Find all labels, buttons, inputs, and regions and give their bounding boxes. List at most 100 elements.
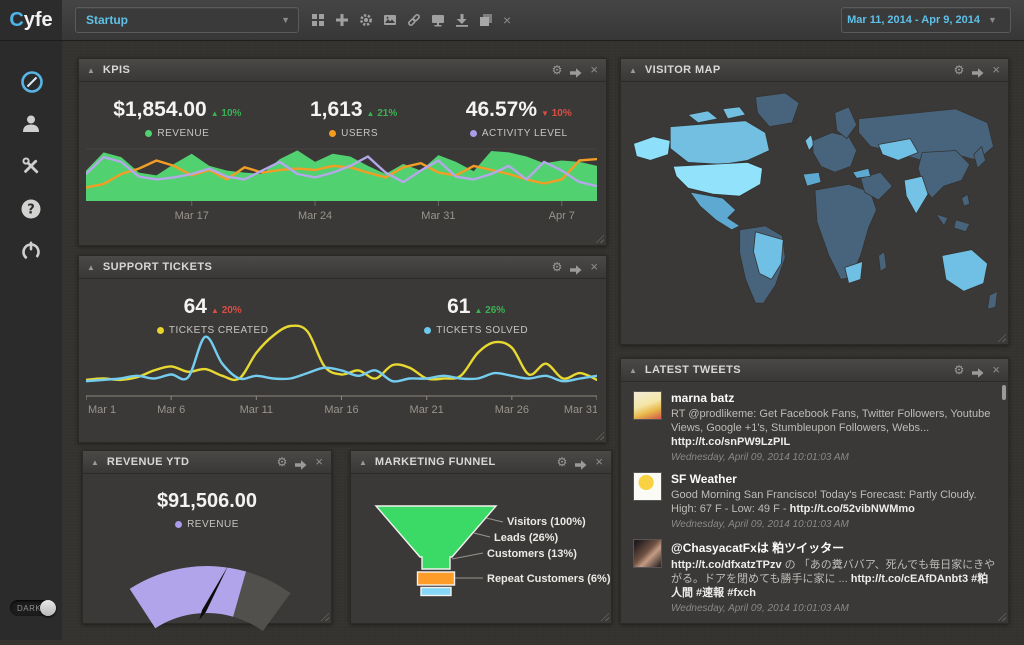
move-arrow-icon[interactable] xyxy=(295,457,307,470)
svg-text:Mar 26: Mar 26 xyxy=(495,404,529,416)
support-tickets-chart: Mar 1 Mar 6 Mar 11 Mar 16 Mar 21 Mar 26 Mar 31 xyxy=(84,318,599,423)
widget-title: KPIS xyxy=(102,64,131,76)
tweet-link[interactable]: http://t.co/52vibNWMmo xyxy=(789,503,915,515)
tweet-author[interactable]: marna batz xyxy=(671,391,735,405)
move-arrow-icon[interactable] xyxy=(570,65,582,78)
legend-dot xyxy=(424,327,432,334)
gear-icon[interactable] xyxy=(359,13,373,27)
resize-handle[interactable] xyxy=(996,332,1006,342)
svg-text:Visitors (100%): Visitors (100%) xyxy=(507,516,586,528)
tweet-item: @ChasyacatFxは 粕ツイッター http://t.co/dfxatzTP… xyxy=(633,539,996,614)
svg-text:Apr 7: Apr 7 xyxy=(549,210,575,222)
date-range-picker[interactable]: Mar 11, 2014 - Apr 9, 2014 ▼ xyxy=(841,7,1011,33)
stat-value: $1,854.00 xyxy=(113,98,207,121)
gear-icon[interactable]: ⚙ xyxy=(551,63,563,77)
chevron-down-icon: ▼ xyxy=(987,15,997,25)
monitor-icon[interactable] xyxy=(431,13,445,27)
tweet-avatar xyxy=(633,391,662,420)
tweet-author[interactable]: @ChasyacatFxは 粕ツイッター xyxy=(671,541,845,555)
tweet-link[interactable]: http://t.co/snPW9LzPIL xyxy=(671,436,791,448)
kpis-chart: Mar 17 Mar 24 Mar 31 Apr 7 xyxy=(85,143,598,246)
stat-value: 61 xyxy=(447,295,471,318)
continent-africa xyxy=(814,183,877,280)
cyfe-logo[interactable]: Cyfe xyxy=(0,0,62,40)
close-icon[interactable]: × xyxy=(503,12,512,28)
grid-icon[interactable] xyxy=(311,13,325,27)
collapse-icon[interactable]: ▲ xyxy=(87,262,95,272)
gear-icon[interactable]: ⚙ xyxy=(551,260,563,274)
gear-icon[interactable]: ⚙ xyxy=(556,455,568,469)
widget-marketing-funnel: ▲ MARKETING FUNNEL ⚙ × Visitors (100%) Lea… xyxy=(350,450,612,624)
resize-handle[interactable] xyxy=(599,611,609,621)
layers-icon[interactable] xyxy=(479,13,493,27)
stat-label: ACTIVITY LEVEL xyxy=(481,128,568,139)
move-arrow-icon[interactable] xyxy=(570,262,582,275)
country-canada xyxy=(669,120,770,165)
move-arrow-icon[interactable] xyxy=(972,365,984,378)
island-madagascar xyxy=(878,251,887,272)
download-icon[interactable] xyxy=(455,13,469,27)
plus-icon[interactable] xyxy=(335,13,349,27)
widget-kpis: ▲ KPIS ⚙ × $1,854.00 ▲ 10% REVENUE 1,613 ▲ … xyxy=(78,58,607,246)
country-spain xyxy=(802,171,822,187)
sidebar-item-tools[interactable] xyxy=(20,155,42,177)
country-mexico xyxy=(689,191,741,231)
image-icon[interactable] xyxy=(383,13,397,27)
continent-europe xyxy=(812,132,858,173)
trend-up-icon: ▲ xyxy=(474,306,483,315)
scrollbar-thumb[interactable] xyxy=(1002,385,1006,400)
toggle-knob[interactable] xyxy=(40,600,56,616)
close-icon[interactable]: × xyxy=(595,454,603,469)
legend-dot xyxy=(156,327,164,334)
move-arrow-icon[interactable] xyxy=(575,457,587,470)
country-south-africa xyxy=(844,261,863,284)
collapse-icon[interactable]: ▲ xyxy=(359,457,367,467)
tweet-link[interactable]: http://t.co/cEAfDAnbt3 xyxy=(850,573,969,585)
widget-header: ▲ REVENUE YTD ⚙ × xyxy=(83,451,331,474)
gear-icon[interactable]: ⚙ xyxy=(953,63,965,77)
widget-header: ▲ SUPPORT TICKETS ⚙ × xyxy=(79,256,606,279)
close-icon[interactable]: × xyxy=(590,62,598,77)
close-icon[interactable]: × xyxy=(992,362,1000,377)
collapse-icon[interactable]: ▲ xyxy=(87,65,95,75)
svg-text:Leads (26%): Leads (26%) xyxy=(494,532,559,544)
collapse-icon[interactable]: ▲ xyxy=(91,457,99,467)
close-icon[interactable]: × xyxy=(992,62,1000,77)
resize-handle[interactable] xyxy=(996,611,1006,621)
dark-mode-toggle[interactable]: DARK xyxy=(10,600,56,616)
collapse-icon[interactable]: ▲ xyxy=(629,65,637,75)
collapse-icon[interactable]: ▲ xyxy=(629,365,637,375)
resize-handle[interactable] xyxy=(594,233,604,243)
tweet-link[interactable]: #粕人間 #速報 #fxch xyxy=(671,573,989,599)
date-range-value: Mar 11, 2014 - Apr 9, 2014 xyxy=(847,14,980,26)
close-icon[interactable]: × xyxy=(590,259,598,274)
stat-label: TICKETS SOLVED xyxy=(436,325,529,336)
country-greenland xyxy=(755,92,800,128)
stat-label: REVENUE xyxy=(157,128,210,139)
tweet-item: SF Weather Good Morning San Francisco! To… xyxy=(633,472,996,530)
stat-change: 10% xyxy=(221,108,242,119)
link-icon[interactable] xyxy=(407,13,421,27)
sidebar-item-dashboards[interactable] xyxy=(20,70,43,93)
gear-icon[interactable]: ⚙ xyxy=(276,455,288,469)
world-map[interactable] xyxy=(627,89,1002,332)
sidebar-item-help[interactable]: ? xyxy=(20,198,42,220)
widget-title: REVENUE YTD xyxy=(106,456,190,468)
tweet-author[interactable]: SF Weather xyxy=(671,472,737,486)
resize-handle[interactable] xyxy=(319,611,329,621)
stat-tickets-created: 64 ▲ 20% TICKETS CREATED xyxy=(156,295,269,336)
svg-text:Mar 6: Mar 6 xyxy=(157,404,185,416)
stat-change: 21% xyxy=(377,108,398,119)
chevron-down-icon: ▼ xyxy=(281,15,290,25)
tweet-link[interactable]: http://t.co/dfxatzTPzv xyxy=(671,559,782,571)
gear-icon[interactable]: ⚙ xyxy=(953,363,965,377)
close-icon[interactable]: × xyxy=(315,454,323,469)
move-arrow-icon[interactable] xyxy=(972,65,984,78)
sidebar-item-logout[interactable] xyxy=(20,240,42,262)
resize-handle[interactable] xyxy=(594,430,604,440)
tweet-timestamp: Wednesday, April 09, 2014 10:01:03 AM xyxy=(671,603,849,614)
sidebar-item-users[interactable] xyxy=(20,113,42,135)
widget-header: ▲ MARKETING FUNNEL ⚙ × xyxy=(351,451,611,474)
trend-up-icon: ▲ xyxy=(210,109,219,118)
dashboard-select[interactable]: Startup ▼ xyxy=(75,7,299,33)
